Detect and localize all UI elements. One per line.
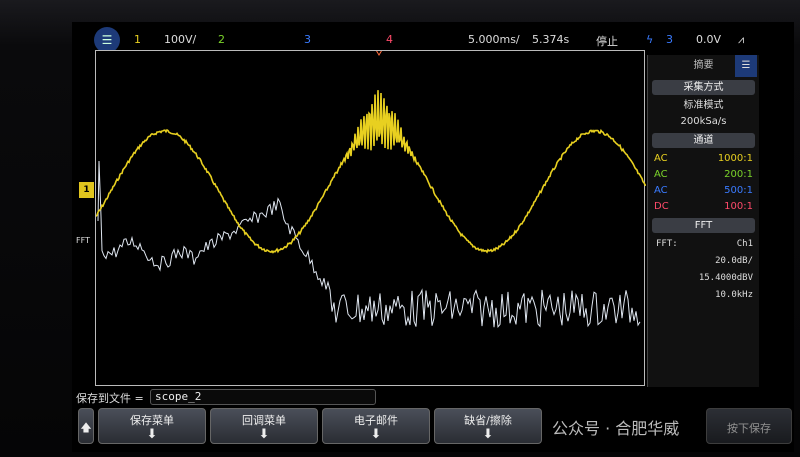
softkey-label: 按下保存 xyxy=(727,422,771,435)
run-state[interactable]: 停止 xyxy=(596,35,618,48)
fft-trace xyxy=(97,160,641,329)
panel-title: 摘要 xyxy=(693,60,714,71)
trigger-edge-icon: ϟ xyxy=(646,33,654,46)
coupling: AC xyxy=(654,169,668,180)
acq-mode: 标准模式 xyxy=(683,100,724,111)
softkey-save-menu[interactable]: 保存菜单 ⬇ xyxy=(98,408,206,444)
sample-rate: 200kSa/s xyxy=(680,116,727,127)
coupling: AC xyxy=(654,185,668,196)
panel-menu-icon[interactable]: ☰ xyxy=(735,55,757,77)
softkey-label: 电子邮件 xyxy=(354,414,398,427)
probe: 1000:1 xyxy=(717,153,753,164)
save-label: 保存到文件 = xyxy=(76,392,144,405)
fft-span: 10.0kHz xyxy=(715,290,753,300)
waveform-display[interactable] xyxy=(95,49,647,386)
fft-source: Ch1 xyxy=(736,239,753,249)
filename-input[interactable]: scope_2 xyxy=(150,389,376,405)
back-up-button[interactable]: 🡅 xyxy=(78,408,94,444)
ch4-label[interactable]: 4 xyxy=(386,33,393,46)
main-menu-button[interactable]: ☰ xyxy=(94,27,120,53)
delay[interactable]: 5.374s xyxy=(532,33,570,46)
fft-source-row: FFT: Ch1 xyxy=(648,236,759,253)
channel-row-4: DC 100:1 xyxy=(648,199,759,215)
fft-header[interactable]: FFT xyxy=(652,218,755,233)
trigger-source[interactable]: 3 xyxy=(666,33,673,46)
down-arrow-icon: ⬇ xyxy=(482,427,494,442)
down-arrow-icon: ⬇ xyxy=(370,427,382,442)
channel-row-1: AC 1000:1 xyxy=(648,151,759,167)
trigger-position-marker xyxy=(375,49,383,56)
probe: 100:1 xyxy=(724,201,753,212)
softkey-label: 保存菜单 xyxy=(130,414,174,427)
softkey-bar: 🡅 保存菜单 ⬇ 回调菜单 ⬇ 电子邮件 ⬇ 缺省/擦除 ⬇ xyxy=(78,408,542,444)
up-arrow-icon: 🡅 xyxy=(80,421,92,434)
ch1-trace xyxy=(95,90,647,254)
ch3-label[interactable]: 3 xyxy=(304,33,311,46)
fft-ref: 15.4000dBV xyxy=(698,273,753,283)
ch1-scale[interactable]: 100V/ xyxy=(164,33,197,46)
menu-icon: ☰ xyxy=(101,33,113,47)
softkey-label: 回调菜单 xyxy=(242,414,286,427)
status-bar: 1 100V/ 2 3 4 5.000ms/ 5.374s 停止 ϟ 3 0.0… xyxy=(72,30,772,50)
fft-scale: 20.0dB/ xyxy=(715,256,753,266)
ch1-ground-marker[interactable]: 1 xyxy=(79,182,94,198)
down-arrow-icon: ⬇ xyxy=(146,427,158,442)
channels-header[interactable]: 通道 xyxy=(652,133,755,148)
channel-row-2: AC 200:1 xyxy=(648,167,759,183)
summary-panel: 摘要 ☰ 采集方式 标准模式 200kSa/s 通道 AC 1000:1 AC 200… xyxy=(647,55,759,387)
ch2-label[interactable]: 2 xyxy=(218,33,225,46)
waveform-svg xyxy=(95,49,647,329)
softkey-label: 缺省/擦除 xyxy=(464,414,512,427)
probe: 200:1 xyxy=(724,169,753,180)
timebase[interactable]: 5.000ms/ xyxy=(468,33,520,46)
fft-label: FFT: xyxy=(656,239,678,249)
watermark: 公众号 · 合肥华威 xyxy=(552,419,680,438)
ch1-label[interactable]: 1 xyxy=(134,33,141,46)
down-arrow-icon: ⬇ xyxy=(258,427,270,442)
trigger-level[interactable]: 0.0V xyxy=(696,33,722,46)
softkey-email[interactable]: 电子邮件 ⬇ xyxy=(322,408,430,444)
acq-header[interactable]: 采集方式 xyxy=(652,80,755,95)
coupling: AC xyxy=(654,153,668,164)
coupling: DC xyxy=(654,201,669,212)
channel-row-3: AC 500:1 xyxy=(648,183,759,199)
fft-marker[interactable]: FFT xyxy=(76,236,90,245)
softkey-press-to-save[interactable]: 按下保存 xyxy=(706,408,792,444)
trigger-mode-icon[interactable]: ⩘ xyxy=(738,33,745,46)
softkey-recall-menu[interactable]: 回调菜单 ⬇ xyxy=(210,408,318,444)
softkey-default-erase[interactable]: 缺省/擦除 ⬇ xyxy=(434,408,542,444)
probe: 500:1 xyxy=(724,185,753,196)
